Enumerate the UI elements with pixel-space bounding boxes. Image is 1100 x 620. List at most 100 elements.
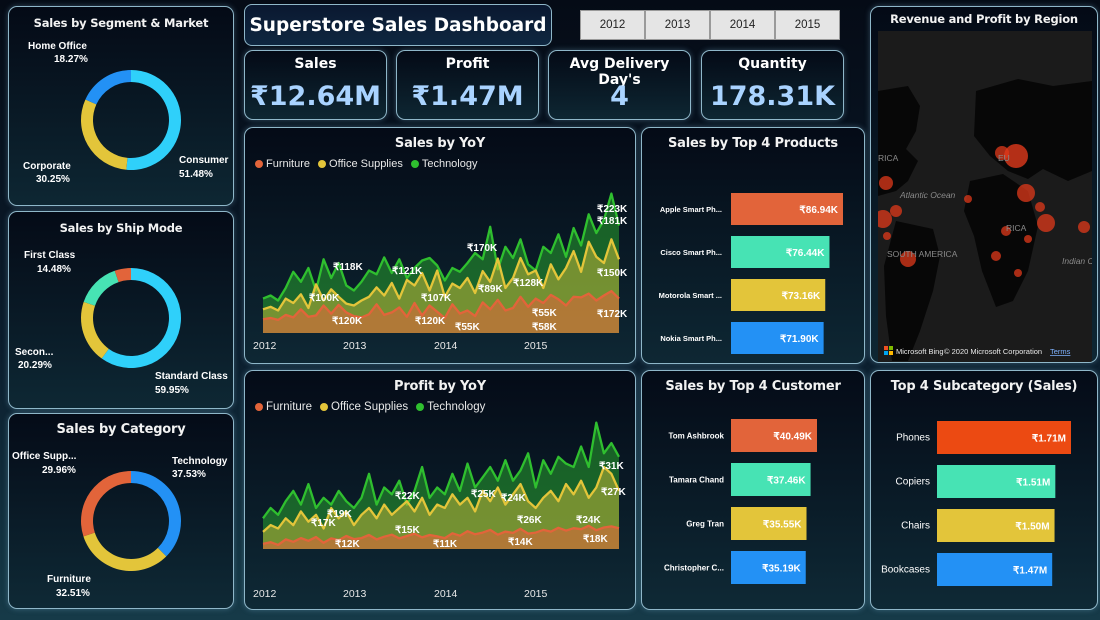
area-line-technology[interactable] [262,192,621,302]
data-label: ₹19K [327,509,352,520]
legend-item[interactable]: Office Supplies [320,401,408,413]
data-label: ₹172K [597,309,628,320]
legend-label: Furniture [266,401,313,413]
year-button-2015[interactable]: 2015 [775,10,840,40]
region-bubble[interactable] [1037,214,1055,232]
top-products-panel: Sales by Top 4 Products Apple Smart Ph..… [641,127,865,364]
legend-item[interactable]: Technology [416,401,485,413]
panel-title: Sales by YoY [394,136,486,151]
year-button-2014[interactable]: 2014 [710,10,775,40]
donut-slice[interactable] [114,268,131,283]
panel-title: Sales by Top 4 Products [668,136,838,151]
data-label: ₹14K [508,537,533,548]
legend-item[interactable]: Technology [410,158,477,170]
donut-slices[interactable] [81,70,182,171]
donut-slice[interactable] [80,471,131,537]
bar[interactable] [731,419,817,452]
bar[interactable] [731,507,807,540]
kpi-card-delivery: Avg Delivery Day's 4 [548,50,691,120]
donut-slice[interactable] [85,70,131,105]
segment-panel: Sales by Segment & Market Home Office 18… [8,6,234,206]
panel-title: Sales by Category [56,422,186,437]
bar[interactable] [731,551,806,584]
legend-dot [255,160,263,168]
bar[interactable] [731,236,830,268]
region-bubble[interactable] [964,195,972,203]
area-line-office-supplies[interactable] [262,465,621,533]
map-canvas: RICA EU Atlantic Ocean RICA SOUTH AMERIC… [878,79,1092,361]
bar[interactable] [731,193,843,225]
region-bubble[interactable] [995,146,1009,160]
world-map[interactable]: RICA EU Atlantic Ocean RICA SOUTH AMERIC… [878,31,1092,362]
region-bubble[interactable] [1001,226,1011,236]
region-bubble[interactable] [1024,235,1032,243]
region-bubble[interactable] [879,176,893,190]
donut-slice[interactable] [83,270,119,306]
donut-slice[interactable] [131,471,181,557]
year-button-2012[interactable]: 2012 [580,10,645,40]
data-label: ₹24K [501,493,526,504]
bar[interactable] [731,322,824,354]
donut-slice[interactable] [101,268,181,368]
region-bubble[interactable] [878,210,892,228]
data-label: ₹223K [597,204,628,215]
data-label: ₹15K [395,525,420,536]
legend-item[interactable]: Office Supplies [318,158,403,170]
region-bubbles[interactable] [878,144,1090,277]
year-button-2013[interactable]: 2013 [645,10,710,40]
data-label: ₹128K [513,278,544,289]
region-bubble[interactable] [1014,269,1022,277]
data-label: ₹17K [311,518,336,529]
data-label: ₹55K [532,308,557,319]
data-label: ₹181K [597,216,628,227]
area-fill-office-supplies [263,467,619,549]
bar[interactable] [731,279,826,311]
region-bubble[interactable] [991,251,1001,261]
region-bubble[interactable] [883,232,891,240]
kpi-value: ₹1.47M [411,81,524,112]
kpi-value: ₹12.64M [249,81,382,112]
area-line-office-supplies[interactable] [262,238,621,312]
region-bubble[interactable] [1004,144,1028,168]
donut-slice[interactable] [81,99,128,170]
legend-item[interactable]: Furniture [255,158,310,170]
bing-brand: Microsoft Bing [896,347,944,356]
bar[interactable] [731,463,811,496]
bar-value-label: ₹35.19K [762,564,801,575]
area-series[interactable] [262,421,621,549]
data-label: ₹121K [392,266,423,277]
donut-slice[interactable] [126,70,182,171]
kpi-label: Profit [445,56,490,72]
bar[interactable] [937,509,1055,542]
region-bubble[interactable] [1017,184,1035,202]
area-line-technology[interactable] [262,421,621,519]
bar-value-label: ₹1.71M [1032,434,1066,445]
bar-category-label: Cisco Smart Ph... [660,248,722,257]
region-bubble[interactable] [1035,202,1045,212]
area-line-furniture[interactable] [262,524,620,547]
region-bubble[interactable] [1078,221,1090,233]
bar-category-label: Tamara Chand [669,476,724,485]
region-bubble[interactable] [900,251,916,267]
kpi-label: Quantity [738,56,807,72]
data-label: ₹150K [597,268,628,279]
slice-value: 51.48% [179,169,213,180]
data-label: ₹107K [421,293,452,304]
donut-slice[interactable] [80,301,109,359]
top-subcategory-panel: Top 4 Subcategory (Sales) Phones ₹1.71M Co… [870,370,1098,610]
region-bubble[interactable] [890,205,902,217]
area-series[interactable] [262,192,621,333]
donut-slices[interactable] [80,268,181,368]
terms-link[interactable]: Terms [1050,347,1071,356]
legend-label: Technology [427,401,486,413]
slice-label: First Class [24,250,76,261]
bar-category-label: Motorola Smart ... [659,291,722,300]
slice-value: 59.95% [155,385,189,396]
donut-slices[interactable] [80,471,181,571]
bar[interactable] [937,421,1071,454]
legend-item[interactable]: Furniture [255,401,312,413]
bar[interactable] [937,553,1053,586]
area-line-furniture[interactable] [262,289,620,322]
bar[interactable] [937,465,1056,498]
donut-slice[interactable] [83,532,167,571]
